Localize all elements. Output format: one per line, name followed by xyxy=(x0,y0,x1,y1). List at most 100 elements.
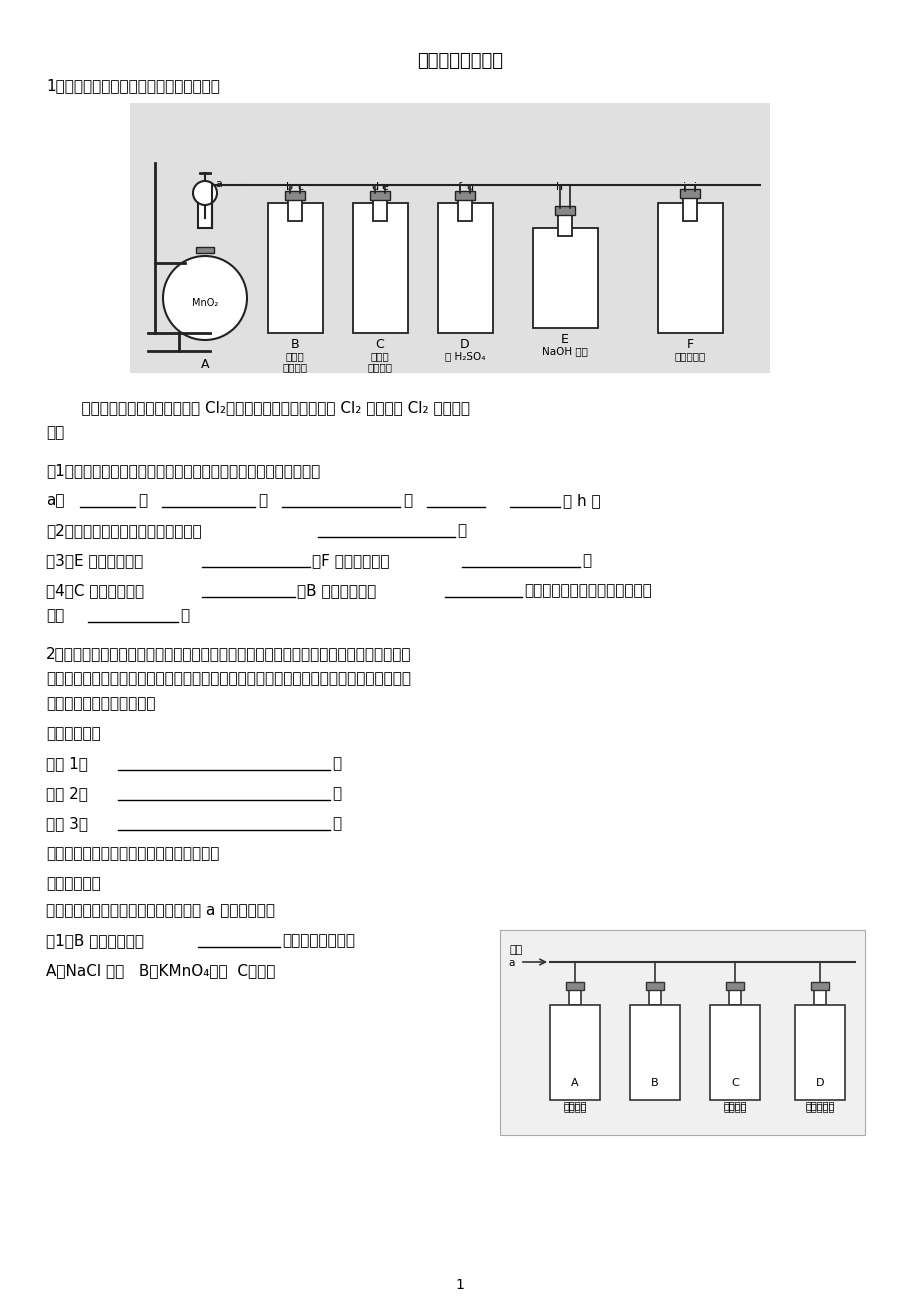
Bar xyxy=(267,203,323,333)
Bar xyxy=(558,211,572,236)
Bar xyxy=(811,982,828,990)
Text: 品红溶液: 品红溶液 xyxy=(562,1101,586,1112)
Text: （2）烧瓶中发生反应的化学方程式是: （2）烧瓶中发生反应的化学方程式是 xyxy=(46,523,201,538)
Text: 接: 接 xyxy=(403,493,412,508)
Text: 。: 。 xyxy=(332,816,341,831)
Text: ，F 装置的作用是: ，F 装置的作用是 xyxy=(312,553,389,568)
Bar xyxy=(725,982,743,990)
Bar xyxy=(796,1030,842,1085)
Text: 。: 。 xyxy=(180,608,189,622)
Text: 气体通入澄清石灰水，发现澄清石灰水变浑浊，持续通入发现浑浊又变澄清，由此该小组成: 气体通入澄清石灰水，发现澄清石灰水变浑浊，持续通入发现浑浊又变澄清，由此该小组成 xyxy=(46,671,411,686)
Bar xyxy=(369,191,390,201)
Text: a: a xyxy=(215,178,221,189)
Bar xyxy=(711,1030,757,1085)
Circle shape xyxy=(163,256,246,340)
Bar xyxy=(458,197,471,221)
Bar xyxy=(568,990,581,1005)
Text: a接: a接 xyxy=(46,493,64,508)
Text: 干燥的
有色布条: 干燥的 有色布条 xyxy=(367,352,392,372)
Bar xyxy=(682,193,697,221)
Text: 接 h 。: 接 h 。 xyxy=(562,493,600,508)
Bar xyxy=(550,1005,599,1100)
Text: b: b xyxy=(286,182,293,191)
Text: 。: 。 xyxy=(457,523,466,538)
Text: 猜想 3：: 猜想 3： xyxy=(46,816,88,831)
Text: 澄清石灰水: 澄清石灰水 xyxy=(804,1101,834,1112)
Bar xyxy=(648,990,660,1005)
Text: 试剂（填编号）。: 试剂（填编号）。 xyxy=(282,934,355,948)
Text: ，: ， xyxy=(332,756,341,771)
Text: 化学实验专题练习: 化学实验专题练习 xyxy=(416,52,503,70)
Text: 2、某化学兴趣小组为了探究常温下某非金属氧化物形成的未知气体的成分。该小组成员将: 2、某化学兴趣小组为了探究常温下某非金属氧化物形成的未知气体的成分。该小组成员将 xyxy=(46,646,411,661)
Bar xyxy=(535,247,596,309)
Circle shape xyxy=(193,181,217,204)
Text: E: E xyxy=(561,333,568,346)
Bar xyxy=(657,203,722,333)
Bar xyxy=(645,982,664,990)
Text: （4）C 瓶中的现象是: （4）C 瓶中的现象是 xyxy=(46,583,144,598)
Text: e: e xyxy=(381,182,388,191)
Bar xyxy=(631,1030,677,1085)
Bar xyxy=(794,1005,844,1100)
Text: 饱和食盐水: 饱和食盐水 xyxy=(674,352,705,361)
Bar xyxy=(455,191,474,201)
Bar xyxy=(532,228,597,328)
Text: A．NaCl 溶液   B．KMnO₄溶液  C．盐酸: A．NaCl 溶液 B．KMnO₄溶液 C．盐酸 xyxy=(46,963,275,978)
Text: MnO₂: MnO₂ xyxy=(192,298,218,309)
Bar xyxy=(499,930,864,1135)
Text: 澄清石灰水: 澄清石灰水 xyxy=(804,1100,834,1111)
Text: c: c xyxy=(297,182,302,191)
Text: 接: 接 xyxy=(138,493,147,508)
Bar xyxy=(709,1005,759,1100)
Text: 【实验探究】: 【实验探究】 xyxy=(46,876,101,891)
Text: 品红溶液: 品红溶液 xyxy=(562,1100,586,1111)
Bar xyxy=(437,203,493,333)
Text: 其流程是，先制取纯净干燥的 Cl₂（不收集），后试验干燥的 Cl₂ 和潮湿的 Cl₂ 有无漂白: 其流程是，先制取纯净干燥的 Cl₂（不收集），后试验干燥的 Cl₂ 和潮湿的 C… xyxy=(62,400,470,415)
Text: A: A xyxy=(200,358,209,371)
Text: D: D xyxy=(815,1078,823,1088)
Text: （3）E 装置的作用是: （3）E 装置的作用是 xyxy=(46,553,143,568)
Text: A: A xyxy=(571,1078,578,1088)
Text: 猜想 1：: 猜想 1： xyxy=(46,756,88,771)
Text: 气体: 气体 xyxy=(509,945,523,954)
Bar xyxy=(565,982,584,990)
Text: 接: 接 xyxy=(257,493,267,508)
Bar xyxy=(659,238,720,312)
Text: h: h xyxy=(556,182,563,191)
Text: B: B xyxy=(290,339,299,352)
Bar xyxy=(551,1030,597,1085)
Text: 性。: 性。 xyxy=(46,424,64,440)
Bar xyxy=(198,201,211,228)
Text: 1: 1 xyxy=(455,1279,464,1292)
Bar xyxy=(353,203,407,333)
Text: 该小组同学按如图所示装置，将气体从 a 端通入，则：: 该小组同学按如图所示装置，将气体从 a 端通入，则： xyxy=(46,904,275,918)
Text: C: C xyxy=(731,1078,738,1088)
Text: 【提出猜想】: 【提出猜想】 xyxy=(46,727,101,741)
Text: 品红溶液: 品红溶液 xyxy=(722,1100,746,1111)
Text: d: d xyxy=(371,182,378,191)
Text: ，: ， xyxy=(332,786,341,801)
Bar xyxy=(130,103,769,372)
Bar xyxy=(372,197,387,221)
Text: 1、请利用下列装置及试剂组装一套装置。: 1、请利用下列装置及试剂组装一套装置。 xyxy=(46,78,220,92)
Bar xyxy=(630,1005,679,1100)
Text: 潮湿的
有色布条: 潮湿的 有色布条 xyxy=(282,352,307,372)
Text: B: B xyxy=(651,1078,658,1088)
Text: C: C xyxy=(375,339,384,352)
Bar xyxy=(285,191,305,201)
Text: 猜想 2：: 猜想 2： xyxy=(46,786,88,801)
Bar xyxy=(728,990,740,1005)
Text: 。: 。 xyxy=(582,553,591,568)
Bar xyxy=(813,990,825,1005)
Text: g: g xyxy=(466,182,473,191)
Text: j: j xyxy=(693,182,696,191)
Text: i: i xyxy=(683,182,686,191)
Text: 浓 H₂SO₄: 浓 H₂SO₄ xyxy=(444,352,484,361)
Text: （1）B 中可以装下列: （1）B 中可以装下列 xyxy=(46,934,144,948)
Bar xyxy=(554,206,574,215)
Bar xyxy=(196,247,214,253)
Text: ，B 瓶中的现象是: ，B 瓶中的现象是 xyxy=(297,583,376,598)
Bar xyxy=(679,189,699,198)
Text: a: a xyxy=(507,958,514,967)
Text: NaOH 溶液: NaOH 溶液 xyxy=(541,346,587,355)
